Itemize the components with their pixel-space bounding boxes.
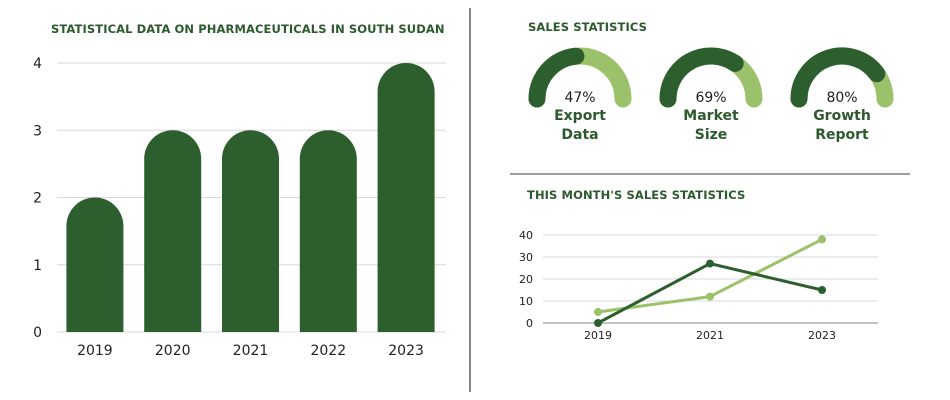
gauge-name-line: Export	[554, 108, 606, 124]
bar-x-tick: 2020	[155, 343, 191, 359]
gauge-value-arc	[528, 47, 585, 108]
line-x-tick: 2021	[696, 329, 724, 342]
gauge-percent: 47%	[564, 90, 596, 106]
bar-y-tick: 0	[33, 325, 42, 341]
monthly-sales-title: THIS MONTH'S SALES STATISTICS	[527, 188, 746, 202]
gauge-group	[528, 47, 894, 108]
bar-y-tick: 3	[33, 123, 42, 139]
gauge-value-arc	[659, 47, 744, 108]
line-point	[818, 235, 826, 244]
line-y-tick: 10	[519, 295, 533, 308]
bar-2023	[377, 62, 435, 332]
line-y-tick: 40	[519, 229, 533, 242]
bar-2020	[144, 130, 202, 332]
line-point	[594, 308, 602, 316]
bar-x-tick: 2022	[310, 343, 346, 359]
gauge-percent: 69%	[695, 90, 727, 106]
bar-chart-title: STATISTICAL DATA ON PHARMACEUTICALS IN S…	[51, 22, 445, 36]
bar-y-tick: 4	[33, 56, 42, 72]
bar-x-tick: 2023	[388, 343, 424, 359]
bar-x-tick: 2021	[233, 343, 269, 359]
line-y-tick: 0	[526, 317, 533, 330]
gauge-name-line: Market	[683, 108, 739, 124]
sales-statistics-title: SALES STATISTICS	[528, 20, 647, 34]
gauge-3: 80% Growth Report	[787, 90, 897, 144]
bar-x-tick: 2019	[77, 343, 113, 359]
line-point	[706, 292, 714, 301]
bar-2022	[299, 130, 357, 332]
bar-2019	[66, 197, 124, 332]
line-x-tick: 2023	[808, 329, 836, 342]
gauge-name-line: Report	[815, 127, 869, 143]
line-chart: 0 10 20 30 40 2019 2021 2023	[519, 229, 878, 342]
line-y-tick: 20	[519, 273, 533, 286]
bar-chart: 0 1 2 3 4 2019 2020 2021 2022 2023	[33, 56, 446, 359]
gauge-name-line: Size	[694, 127, 728, 143]
line-point	[594, 319, 602, 327]
gauge-value-arc	[790, 47, 886, 108]
line-y-tick: 30	[519, 251, 533, 264]
gauge-name-line: Growth	[813, 108, 871, 124]
gauge-name-line: Data	[561, 127, 599, 143]
gauge-2: 69% Market Size	[656, 90, 766, 144]
bar-y-tick: 2	[33, 191, 42, 207]
line-point	[818, 286, 826, 294]
bar-y-tick: 1	[33, 258, 42, 274]
gauge-1: 47% Export Data	[525, 90, 635, 144]
bar-2021	[222, 130, 279, 332]
line-point	[706, 259, 714, 268]
gauge-percent: 80%	[826, 90, 858, 106]
line-x-tick: 2019	[584, 329, 612, 342]
